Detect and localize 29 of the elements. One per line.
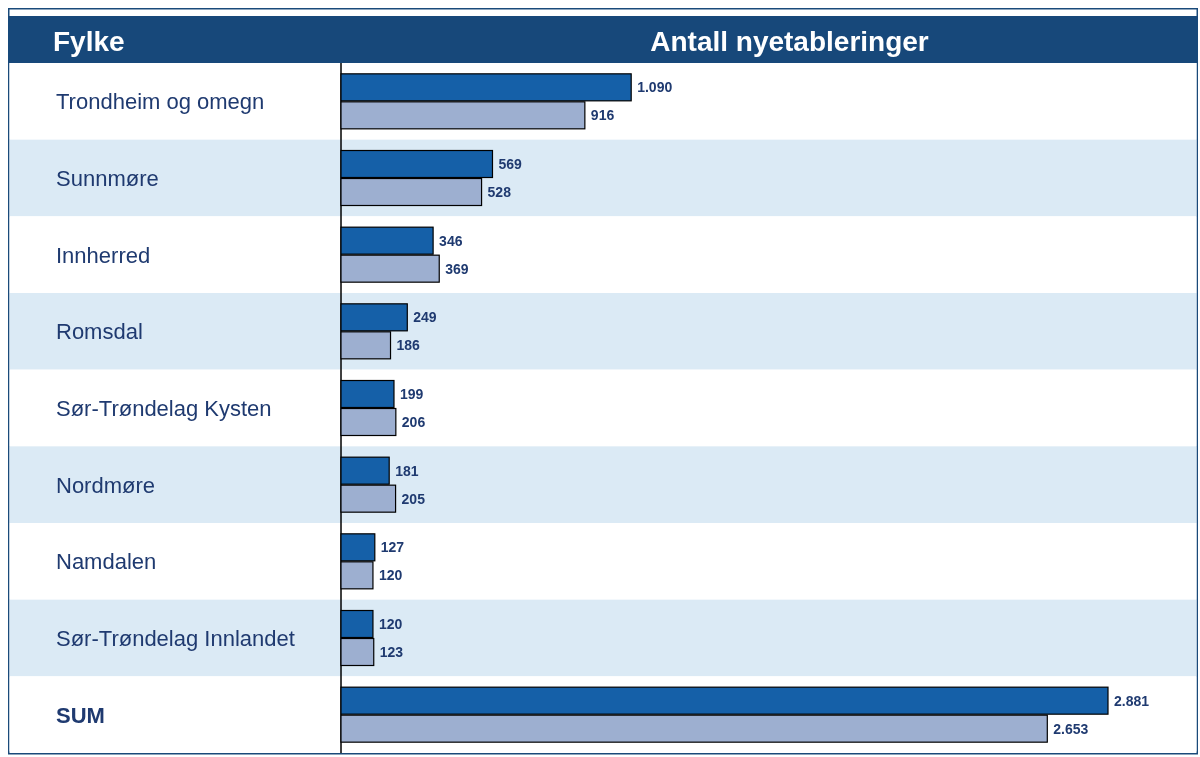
data-label: 1.090 — [637, 79, 673, 96]
data-label: 123 — [379, 644, 404, 660]
y-tick-label: Innherred — [56, 242, 151, 268]
y-tick-label: Namdalen — [56, 549, 157, 575]
y-tick-label: SUM — [56, 702, 105, 728]
data-label: 249 — [413, 309, 437, 326]
data-label: 206 — [401, 414, 426, 430]
data-label: 916 — [590, 107, 615, 124]
y-axis-title: Fylke — [53, 26, 125, 57]
data-label: 120 — [378, 616, 403, 632]
y-tick-label: Nordmøre — [56, 472, 156, 498]
data-label: 2.881 — [1114, 692, 1150, 709]
y-tick-label: Sør-Trøndelag Innlandet — [56, 626, 295, 651]
y-tick-label: Sunnmøre — [56, 166, 159, 191]
data-label: 199 — [399, 386, 424, 402]
data-label: 120 — [378, 567, 403, 584]
data-label: 127 — [380, 539, 405, 556]
y-tick-label: Trondheim og omegn — [56, 89, 265, 115]
data-label: 2.653 — [1053, 720, 1089, 737]
data-label: 181 — [395, 462, 419, 479]
data-label: 369 — [445, 260, 469, 277]
data-label: 346 — [439, 232, 463, 249]
chart-title: Antall nyetableringer — [650, 26, 929, 57]
y-tick-label: Sør-Trøndelag Kysten — [56, 396, 272, 421]
data-label: 186 — [396, 337, 421, 354]
data-label: 528 — [487, 184, 512, 200]
data-label: 205 — [401, 490, 426, 507]
data-label: 569 — [498, 156, 523, 172]
y-tick-label: Romsdal — [56, 319, 143, 345]
